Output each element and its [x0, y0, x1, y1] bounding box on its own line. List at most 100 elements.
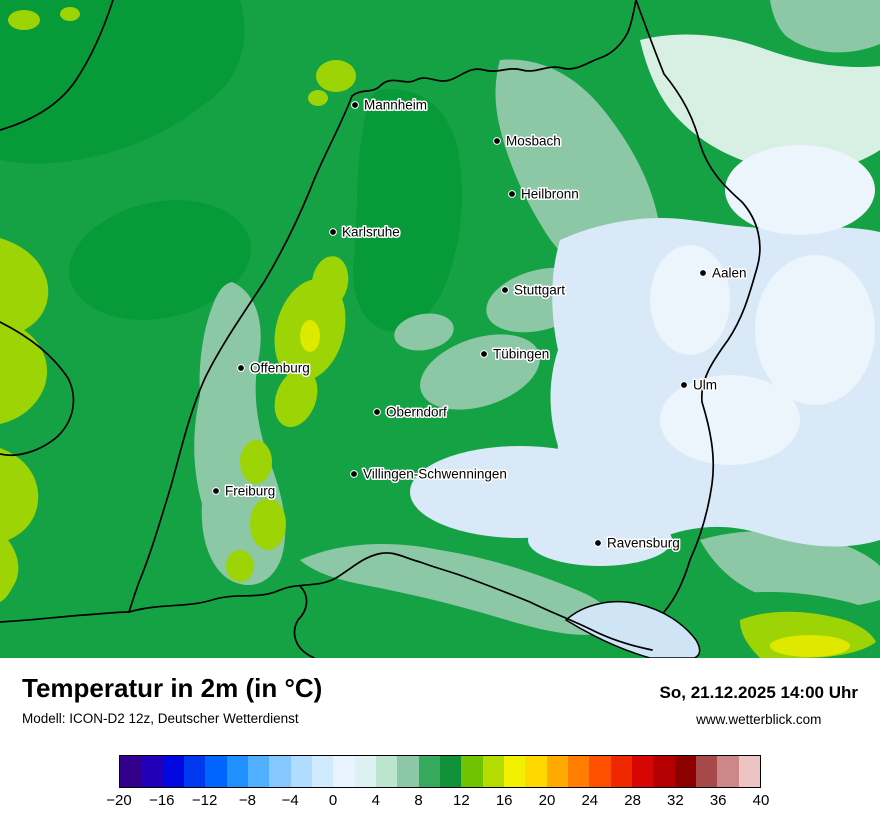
website-caption: www.wetterblick.com [696, 712, 822, 727]
city-dot-freiburg [212, 487, 220, 495]
city-label-mannheim: Mannheim [364, 98, 427, 113]
city-label-heilbronn: Heilbronn [521, 187, 579, 202]
border-south-switzerland [128, 552, 653, 651]
colorbar-tick-4: 4 [371, 792, 380, 809]
colorbar-segment-15 [439, 756, 462, 787]
colorbar-segment-27 [695, 756, 718, 787]
colorbar-segment-5 [226, 756, 248, 787]
colorbar-segment-2 [162, 756, 184, 787]
colorbar-tick-32: 32 [667, 792, 684, 809]
colorbar-segment-22 [589, 756, 611, 787]
colorbar-segment-8 [290, 756, 312, 787]
info-right: So, 21.12.2025 14:00 Uhr www.wetterblick… [660, 674, 858, 727]
region-pale-blue-southcentral [410, 446, 630, 538]
border-lake-to-east [663, 559, 691, 613]
colorbar-tick-−20: −20 [106, 792, 132, 809]
colorbar-segment-7 [269, 756, 291, 787]
colorbar-segment-26 [674, 756, 696, 787]
border-bottomleft-edge [0, 611, 130, 623]
colorbar-segment-25 [653, 756, 675, 787]
border-north [351, 0, 637, 97]
city-label-t-bingen: Tübingen [493, 347, 549, 362]
region-teal-bottomright [700, 531, 880, 608]
city-dot-offenburg [237, 364, 245, 372]
colorbar-tick-12: 12 [453, 792, 470, 809]
region-teal-tuebingen [420, 334, 540, 410]
region-yellowgreen-freiburg-3 [226, 550, 254, 582]
region-yellowgreen-topleft-2 [60, 7, 80, 21]
colorbar-tick-40: 40 [752, 792, 770, 809]
colorbar-segment-9 [311, 756, 334, 787]
region-teal-topright-corner [770, 0, 880, 53]
colorbar-tick-36: 36 [709, 792, 727, 809]
weather-map-panel: Mannheim Mosbach Heilbronn Karlsruhe Aalen St… [0, 0, 880, 658]
region-near-white-1 [725, 145, 875, 235]
colorbar-tick-16: 16 [495, 792, 513, 809]
region-yellowgreen-topleft-1 [8, 10, 40, 30]
city-label-ulm: Ulm [693, 378, 717, 393]
colorbar-segment-29 [738, 756, 760, 787]
region-yellowgreen-mannheim-1 [316, 60, 356, 92]
colorbar-tick-24: 24 [581, 792, 599, 809]
city-dot-ravensburg [594, 539, 602, 547]
lake-constance [564, 601, 701, 658]
region-pale-cyan-northeast [640, 34, 880, 172]
city-dot-heilbronn [508, 190, 516, 198]
temperature-regions [0, 0, 880, 658]
city-label-freiburg: Freiburg [225, 484, 275, 499]
colorbar-segment-16 [461, 756, 483, 787]
model-caption: Modell: ICON-D2 12z, Deutscher Wetterdie… [22, 710, 299, 726]
city-dot-oberndorf [373, 408, 381, 416]
city-dot-t-bingen [480, 350, 488, 358]
city-markers: Mannheim Mosbach Heilbronn Karlsruhe Aalen St… [212, 96, 748, 552]
colorbar-tick-0: 0 [328, 792, 338, 809]
colorbar-segment-4 [205, 756, 227, 787]
region-near-white-3 [660, 375, 800, 465]
city-label-stuttgart: Stuttgart [514, 283, 565, 298]
region-dark-green-topleft [0, 0, 245, 164]
info-left: Temperatur in 2m (in °C) Modell: ICON-D2… [22, 673, 322, 726]
colorbar-segment-28 [717, 756, 739, 787]
city-label-aalen: Aalen [712, 266, 747, 281]
region-dark-green-center [353, 89, 463, 332]
city-dot-karlsruhe [329, 228, 337, 236]
region-yellowgreen-left-strip-2 [0, 448, 39, 602]
temperature-map: Mannheim Mosbach Heilbronn Karlsruhe Aalen St… [0, 0, 880, 658]
colorbar-tick-−16: −16 [149, 792, 175, 809]
colorbar-segment-17 [482, 756, 504, 787]
colorbar-segment-23 [610, 756, 632, 787]
city-label-oberndorf: Oberndorf [386, 405, 447, 420]
region-near-white-2 [755, 255, 875, 405]
colorbar-segment-11 [354, 756, 376, 787]
border-lines [0, 0, 761, 658]
region-near-white-4 [650, 245, 730, 355]
region-yellowgreen-freiburg-1 [240, 440, 272, 484]
colorbar-tick-28: 28 [624, 792, 641, 809]
city-label-offenburg: Offenburg [250, 361, 310, 376]
border-pfalz-topleft [0, 0, 114, 131]
colorbar-area: −20 −16 −12 −8 −4 0 4 8 12 16 20 24 28 32 36 40 [106, 755, 769, 814]
colorbar-tick-8: 8 [414, 792, 423, 809]
colorbar-segment-18 [503, 756, 526, 787]
region-yellowgreen-centerwest-2 [311, 256, 349, 308]
colorbar-segment-0 [120, 756, 142, 787]
city-label-karlsruhe: Karlsruhe [342, 225, 400, 240]
city-dot-aalen [699, 269, 707, 277]
city-dot-ulm [680, 381, 688, 389]
colorbar-tick-−4: −4 [281, 792, 299, 809]
border-west-rhine [128, 95, 353, 613]
colorbar-ticks: −20 −16 −12 −8 −4 0 4 8 12 16 20 24 28 32 36 40 [106, 792, 769, 814]
valid-datetime: So, 21.12.2025 14:00 Uhr [659, 683, 858, 702]
colorbar-segment-14 [418, 756, 440, 787]
colorbar-segment-6 [247, 756, 270, 787]
colorbar [119, 755, 761, 788]
colorbar-segment-10 [333, 756, 355, 787]
colorbar-segment-3 [183, 756, 206, 787]
colorbar-segment-1 [141, 756, 163, 787]
city-dot-mannheim [351, 101, 359, 109]
colorbar-segment-12 [375, 756, 398, 787]
region-dark-green-west [69, 200, 251, 320]
colorbar-segment-21 [567, 756, 590, 787]
border-france-west-loop [0, 321, 75, 457]
city-dot-mosbach [493, 137, 501, 145]
